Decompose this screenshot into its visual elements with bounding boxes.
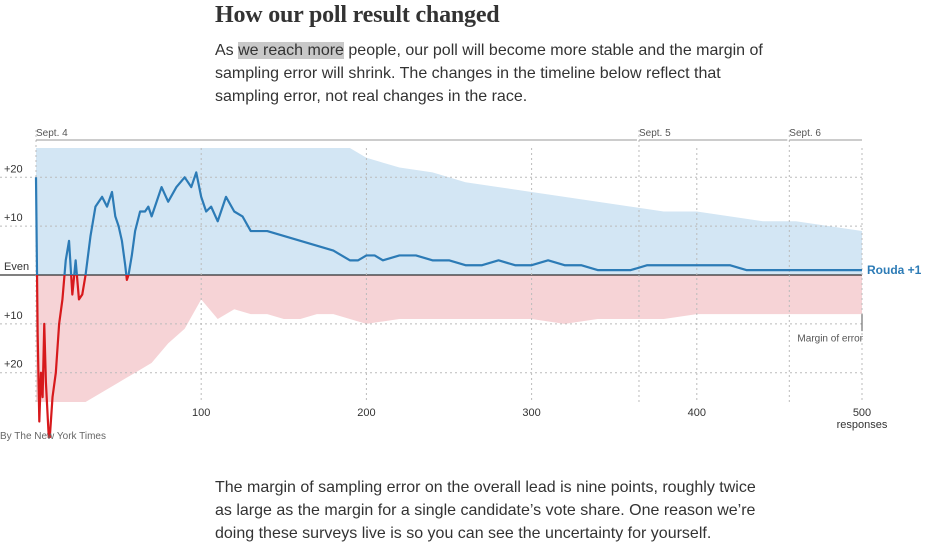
- x-axis-unit-label: responses: [837, 419, 888, 431]
- date-marker-label: Sept. 4: [36, 128, 68, 139]
- margin-bands: [36, 148, 862, 402]
- y-tick-label: +10: [4, 310, 23, 322]
- date-marker-label: Sept. 5: [639, 128, 671, 139]
- margin-of-error-label: Margin of error: [797, 334, 863, 345]
- series-line-dem: [34, 171, 862, 275]
- byline: By The New York Times: [0, 431, 106, 442]
- outro-paragraph: The margin of sampling error on the over…: [215, 479, 756, 542]
- margin-band-upper: [36, 148, 862, 275]
- series-end-label: Rouda +1: [867, 263, 922, 277]
- intro-text-start: As: [215, 42, 239, 59]
- y-tick-label: Even: [4, 261, 29, 273]
- page-title: How our poll result changed: [215, 2, 500, 28]
- y-tick-label: +10: [4, 212, 23, 224]
- grid-lines: [0, 148, 863, 402]
- intro-paragraph: As we reach more people, our poll will b…: [215, 39, 775, 108]
- y-axis-labels: +20 +10 Even +10 +20: [4, 163, 29, 370]
- y-tick-label: +20: [4, 359, 23, 371]
- margin-band-lower: [36, 275, 862, 402]
- series-lines: [34, 171, 862, 438]
- highlighted-text[interactable]: we reach more: [238, 42, 344, 59]
- poll-timeline-chart: Sept. 4 Sept. 5 Sept. 6 +20 +10 Even +10 +20 1…: [0, 128, 922, 438]
- y-tick-label: +20: [4, 163, 23, 175]
- annotations: Rouda +1 Margin of error: [797, 263, 921, 345]
- x-tick-label: 100: [192, 407, 210, 419]
- date-marker-label: Sept. 6: [789, 128, 821, 139]
- intro-text-end: people, our poll will become more stable…: [215, 42, 763, 105]
- x-tick-label: 400: [688, 407, 706, 419]
- x-tick-label: 500: [853, 407, 871, 419]
- x-tick-label: 300: [522, 407, 540, 419]
- x-tick-label: 200: [357, 407, 375, 419]
